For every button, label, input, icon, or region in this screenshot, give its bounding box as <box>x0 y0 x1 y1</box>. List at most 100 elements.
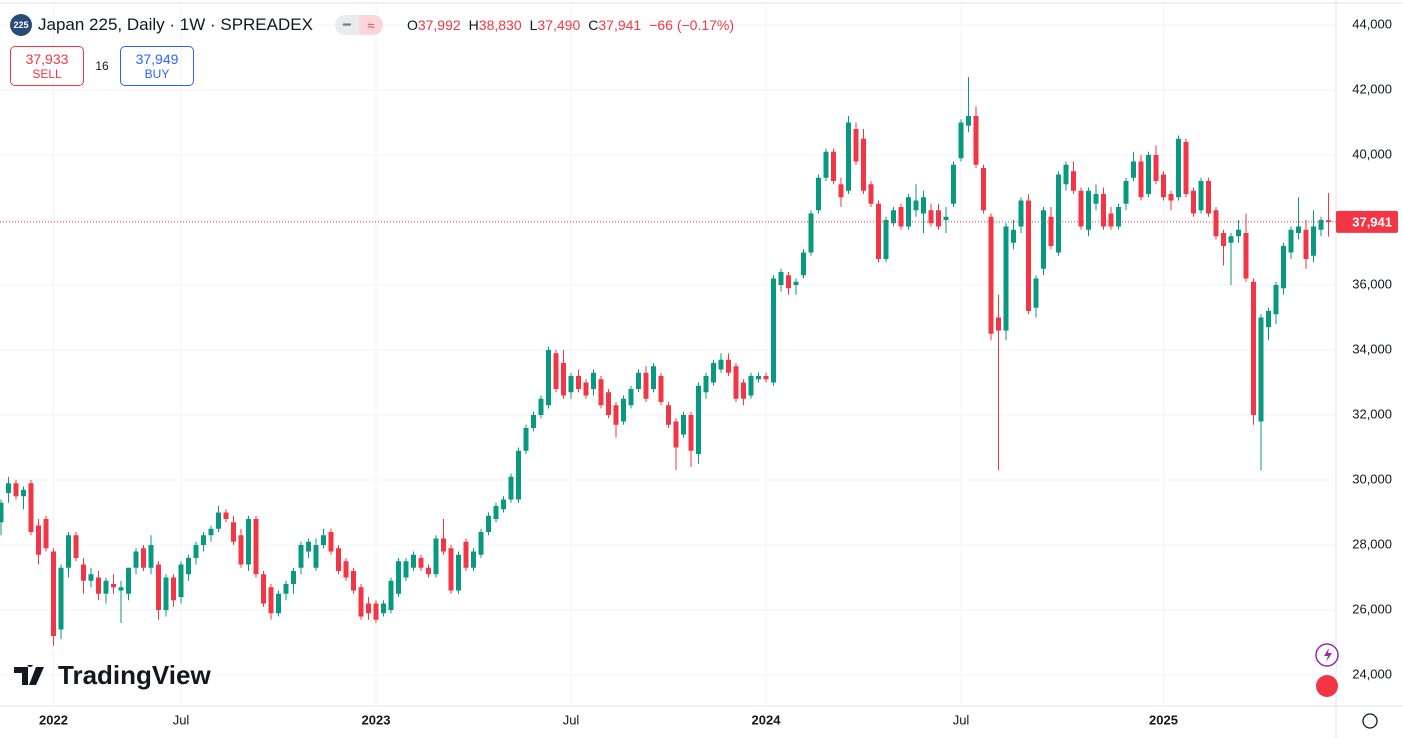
candle-body <box>1056 174 1061 253</box>
candle-body <box>748 376 754 396</box>
ohlc-key: C <box>588 17 599 33</box>
candle-body <box>711 363 716 383</box>
last-price-badge <box>1336 210 1398 233</box>
candle-body <box>456 554 461 591</box>
candle-body <box>1296 226 1301 233</box>
candle-body <box>1138 161 1144 198</box>
candle-body <box>628 389 634 406</box>
candle-body <box>868 184 874 204</box>
candle-body <box>1258 317 1264 422</box>
ohlc-value: 37,941 <box>598 17 642 33</box>
symbol-title[interactable]: Japan 225, Daily · 1W · SPREADEX <box>38 15 313 34</box>
candle-body <box>1101 194 1106 227</box>
candle-body <box>1011 229 1016 243</box>
y-tick-label: 36,000 <box>1352 276 1392 291</box>
candle-body <box>1311 226 1316 256</box>
candle-body <box>553 353 559 389</box>
logo-text: TradingView <box>58 660 211 690</box>
x-tick-label: 2024 <box>752 712 782 727</box>
candle-body <box>613 405 619 425</box>
candle-body <box>291 571 296 584</box>
candle-body <box>636 372 641 389</box>
logo[interactable]: TradingView <box>14 660 211 691</box>
symbol-icon: 225 <box>10 14 32 36</box>
candle-body <box>178 564 184 597</box>
candle-body <box>73 535 79 558</box>
candle-body <box>238 535 244 565</box>
candle-body <box>96 577 101 594</box>
candle-body <box>823 151 829 178</box>
candle-body <box>88 574 94 581</box>
candle-body <box>778 272 784 285</box>
candle-body <box>1003 226 1009 331</box>
mode-toggle[interactable]: ━ ≈ <box>334 15 383 35</box>
candle-body <box>343 561 349 578</box>
candle-body <box>681 415 686 435</box>
candle-body <box>568 376 574 393</box>
y-tick-label: 30,000 <box>1352 471 1392 486</box>
candle-body <box>103 580 109 594</box>
candle-body <box>808 213 814 253</box>
candle-body <box>523 428 529 451</box>
spread: 16 <box>95 59 109 73</box>
candle-body <box>1281 246 1286 289</box>
candle-body <box>268 587 274 614</box>
candle-body <box>771 278 776 383</box>
candle-body <box>591 372 596 389</box>
candle-body <box>321 535 326 545</box>
flag-icon[interactable] <box>1316 675 1338 697</box>
candle-body <box>306 541 311 552</box>
settings-icon[interactable] <box>1362 713 1378 729</box>
candle-body <box>463 541 469 568</box>
candle-body <box>583 382 589 396</box>
toggle-on[interactable]: ≈ <box>358 15 383 35</box>
candle-body <box>913 200 919 211</box>
candle-body <box>501 499 506 510</box>
sell-button[interactable]: 37,933 SELL <box>10 46 84 86</box>
candle-body <box>43 519 49 549</box>
candle-body <box>66 535 71 568</box>
candle-body <box>163 577 169 610</box>
candle-body <box>448 548 454 591</box>
candle-body <box>13 483 19 497</box>
symbol-header: 225 Japan 225, Daily · 1W · SPREADEX ━ ≈… <box>10 14 734 36</box>
grid <box>0 4 1336 706</box>
candle-body <box>493 506 499 519</box>
toggle-off[interactable]: ━ <box>334 15 359 35</box>
candle-body <box>1326 220 1331 222</box>
candle-body <box>786 275 791 289</box>
y-tick-label: 24,000 <box>1352 666 1392 681</box>
candle-body <box>1228 236 1234 243</box>
candle-body <box>478 532 484 555</box>
candle-body <box>1086 190 1091 230</box>
ohlc-legend: O37,992 H38,830 L37,490 C37,941 −66 (−0.17%) <box>407 17 734 33</box>
candle-body <box>403 561 409 578</box>
candle-body <box>366 603 371 614</box>
candle-body <box>1078 190 1084 227</box>
x-tick-label: 2022 <box>39 712 68 727</box>
candle-body <box>28 483 34 532</box>
candle-body <box>1041 210 1046 269</box>
candle-body <box>1033 278 1039 308</box>
candle-body <box>576 376 581 389</box>
candle-body <box>763 376 769 380</box>
buy-button[interactable]: 37,949 BUY <box>120 46 194 86</box>
candle-body <box>1063 164 1069 185</box>
axes: 24,000 26,000 28,000 30,000 32,000 34,000 36,0… <box>0 16 1398 727</box>
candle-body <box>741 382 746 399</box>
candle-body <box>1123 181 1129 204</box>
candle-body <box>838 184 844 198</box>
candle-body <box>186 558 191 575</box>
y-tick-label: 44,000 <box>1352 16 1392 31</box>
candle-body <box>1251 281 1256 415</box>
candle-body <box>1131 161 1136 178</box>
x-tick-label: 2025 <box>1149 712 1178 727</box>
ohlc-item: O37,992 <box>407 17 461 33</box>
candle-body <box>193 545 199 558</box>
candle-body <box>298 545 304 568</box>
candle-body <box>261 574 266 604</box>
alert-bolt <box>1324 648 1332 662</box>
candle-body <box>418 558 424 568</box>
candle-body <box>1168 194 1174 201</box>
